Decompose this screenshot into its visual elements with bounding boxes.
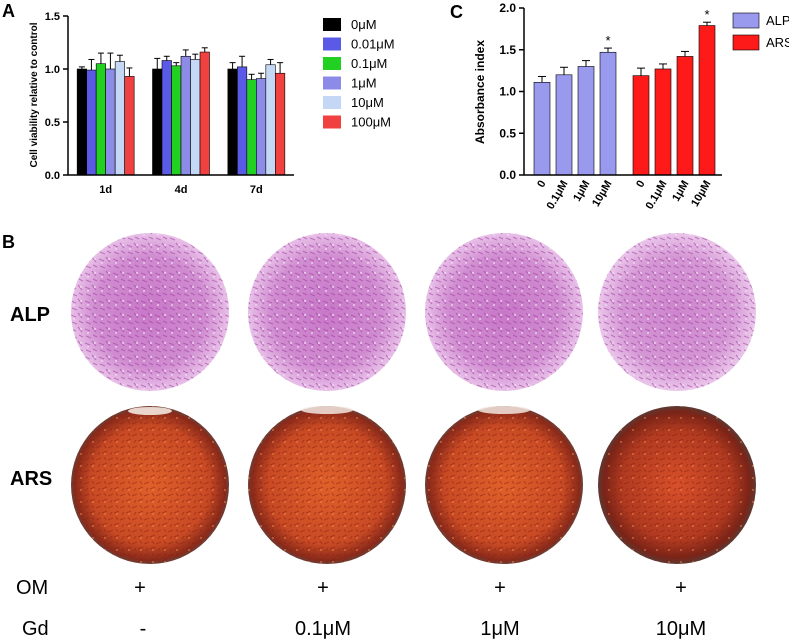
chart-c-ylabel: Absorbance index xyxy=(473,40,487,144)
chart-a-bar xyxy=(275,72,286,176)
panel-label-a: A xyxy=(2,1,15,21)
chart-a-bar xyxy=(86,69,97,176)
chart-a-bar xyxy=(95,63,106,176)
chart-a-ytick-label: 0.0 xyxy=(45,170,60,182)
chart-c-legend-label: ARS xyxy=(766,35,789,50)
chart-c-legend: ALP ARS xyxy=(732,12,789,51)
viability-chart: A Cell viability relative to control 0.0… xyxy=(2,1,395,196)
chart-a-legend-swatch xyxy=(323,37,341,51)
chart-a-bar xyxy=(237,66,248,176)
alp-well-2 xyxy=(248,233,406,391)
chart-c-ytick-label: 0.0 xyxy=(499,168,516,182)
chart-c-bar xyxy=(654,68,672,176)
chart-c-xtick-label: 1μM xyxy=(571,179,592,204)
chart-a-legend-swatch xyxy=(323,115,341,129)
row-label-ars: ARS xyxy=(10,468,52,490)
chart-c-significance-mark: * xyxy=(704,7,709,22)
chart-c-xtick-label: 0 xyxy=(634,179,647,190)
chart-a-xtick-label: 1d xyxy=(99,184,112,196)
absorbance-chart: C Absorbance index 0.00.51.01.52.0 00.1μ… xyxy=(450,1,789,212)
chart-a-legend-label: 100μM xyxy=(351,115,391,130)
om-label: OM xyxy=(16,577,49,599)
chart-c-xtick-label: 10μM xyxy=(590,179,614,209)
chart-c-bar xyxy=(599,51,617,176)
om-value: + xyxy=(317,577,329,599)
chart-a-legend-label: 1μM xyxy=(351,76,377,91)
chart-c-ytick-label: 1.0 xyxy=(499,85,516,99)
chart-a-legend-swatch xyxy=(323,18,341,31)
chart-c-xtick-label: 10μM xyxy=(689,179,713,209)
chart-c-xtick-label: 0.1μM xyxy=(644,179,670,212)
chart-a-legend-label: 0.1μM xyxy=(351,56,387,71)
chart-a-bar xyxy=(152,68,163,176)
ars-well-2 xyxy=(248,406,406,564)
chart-a-legend-swatch xyxy=(323,76,341,90)
chart-a-bar xyxy=(114,61,125,176)
chart-a-xtick-label: 7d xyxy=(250,184,263,196)
chart-a-ytick-label: 1.0 xyxy=(45,64,60,76)
chart-c-legend-swatch xyxy=(732,34,760,51)
chart-a-bar xyxy=(256,78,267,176)
chart-c-bar xyxy=(555,74,573,176)
chart-a-bar xyxy=(265,64,276,176)
row-label-alp: ALP xyxy=(10,304,50,326)
chart-c-ytick-label: 2.0 xyxy=(499,1,516,15)
chart-a-xtick-label: 4d xyxy=(175,184,188,196)
staining-panel: B ALP ARS xyxy=(2,232,756,564)
chart-a-bar xyxy=(124,76,135,176)
chart-a-ytick-label: 0.5 xyxy=(45,117,60,129)
chart-a-ytick-label: 1.5 xyxy=(45,11,60,23)
chart-a-legend-swatch xyxy=(323,57,341,70)
om-value: + xyxy=(494,577,506,599)
chart-a-bar xyxy=(76,68,87,176)
chart-c-legend-label: ALP xyxy=(766,13,789,28)
chart-a-legend-swatch xyxy=(323,96,341,109)
chart-a-bar xyxy=(171,65,182,176)
chart-c-xtick-label: 1μM xyxy=(670,179,691,204)
chart-a-bar xyxy=(105,68,116,176)
chart-c-bar xyxy=(533,82,551,176)
chart-a-bar xyxy=(161,60,172,176)
chart-c-bar xyxy=(698,25,716,176)
om-value: + xyxy=(675,577,687,599)
alp-well-3 xyxy=(425,233,583,391)
chart-a-bar xyxy=(227,68,238,176)
chart-c-xtick-label: 0.1μM xyxy=(545,179,571,212)
chart-a-legend-label: 10μM xyxy=(351,95,384,110)
chart-a-bar xyxy=(180,55,191,176)
chart-c-ytick-label: 1.5 xyxy=(499,43,516,57)
chart-a-bar xyxy=(190,59,201,176)
gd-value: 10μM xyxy=(655,618,707,640)
ars-well-3 xyxy=(425,406,583,564)
gd-label: Gd xyxy=(22,618,49,640)
chart-a-legend-label: 0μM xyxy=(351,17,377,32)
chart-c-bar xyxy=(577,66,595,176)
chart-c-ytick-label: 0.5 xyxy=(499,126,516,140)
chart-c-bar xyxy=(632,75,650,176)
gd-value: 0.1μM xyxy=(295,618,351,640)
om-value: + xyxy=(134,577,146,599)
ars-well-1 xyxy=(71,406,229,564)
panel-label-c: C xyxy=(450,2,463,22)
chart-c-bar xyxy=(676,56,694,176)
chart-c-legend-swatch xyxy=(732,12,760,29)
chart-a-bar xyxy=(199,51,210,176)
gd-value: - xyxy=(139,618,147,640)
chart-a-legend: 0μM 0.01μM 0.1μM 1μM 10μM 100μM xyxy=(323,17,395,130)
chart-a-ylabel: Cell viability relative to control xyxy=(29,22,40,167)
chart-a-legend-label: 0.01μM xyxy=(351,37,395,52)
gd-value: 1μM xyxy=(480,618,520,640)
alp-well-1 xyxy=(71,233,229,391)
ars-well-4 xyxy=(598,406,756,564)
chart-a-bar xyxy=(246,79,257,176)
panel-label-b: B xyxy=(2,232,15,252)
chart-c-xtick-label: 0 xyxy=(535,179,548,190)
alp-well-4 xyxy=(598,233,756,391)
chart-c-significance-mark: * xyxy=(605,33,610,48)
